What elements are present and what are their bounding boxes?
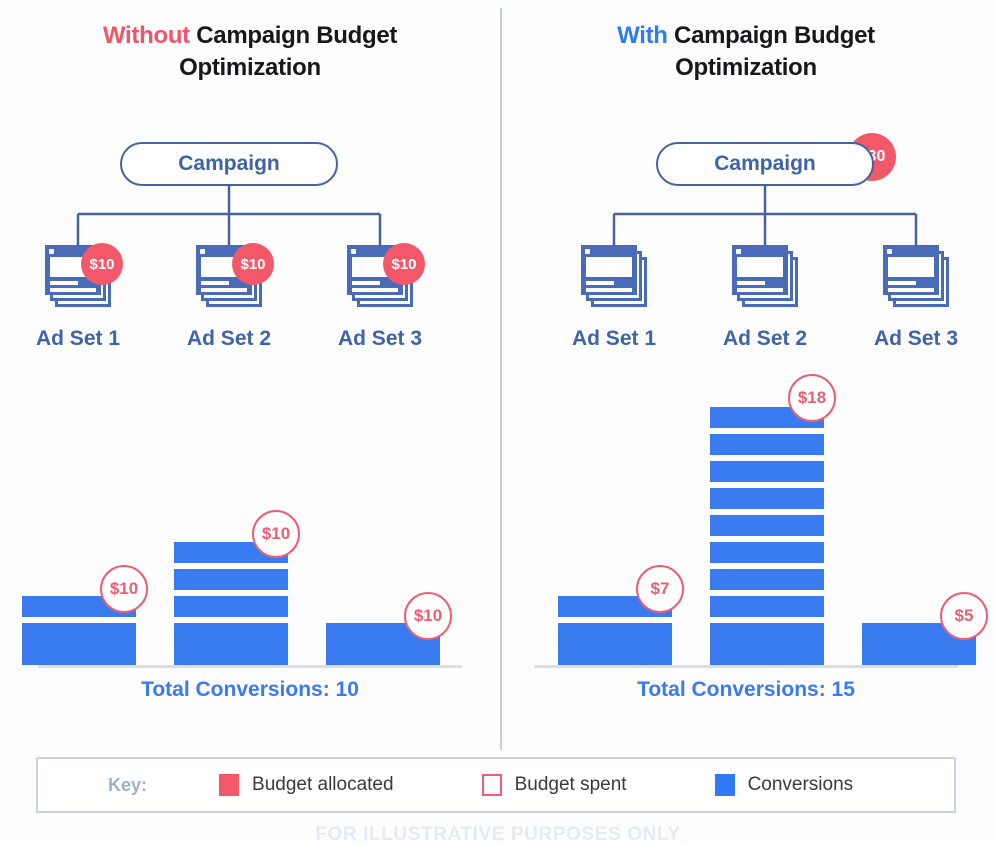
conversion-segment: [710, 569, 824, 590]
badge-value: $7: [650, 579, 670, 598]
legend-item-label: Budget allocated: [252, 774, 394, 795]
panel-with-cbo: With Campaign Budget Optimization $30 Ca…: [496, 0, 996, 750]
conversion-segment: [558, 623, 672, 644]
badge-value: $10: [89, 255, 115, 273]
budget-allocated-badge: $10: [232, 243, 274, 285]
badge-value: $18: [797, 388, 827, 407]
conversion-segment: [710, 623, 824, 644]
adset-node-3-with[interactable]: Ad Set 3: [856, 245, 976, 350]
adset-node-2-without[interactable]: $10 Ad Set 2: [169, 243, 289, 350]
ad-card-stack-icon: [732, 245, 798, 311]
legend-item-budget-allocated: Budget allocated: [219, 774, 394, 796]
legend-swatch-filled-blue-icon: [714, 774, 735, 796]
budget-spent-badge-3: $10: [404, 592, 452, 640]
panel-title-rest: Campaign Budget: [667, 22, 875, 49]
conversion-segment: [710, 488, 824, 509]
adset-label: Ad Set 1: [571, 327, 657, 350]
conversion-segment: [174, 623, 288, 644]
conversion-segment: [174, 596, 288, 617]
badge-value: $5: [954, 606, 974, 625]
badge-value: $10: [109, 579, 139, 598]
legend-swatch-outline-red-icon: [481, 774, 502, 796]
adset-node-1-without[interactable]: $10 Ad Set 1: [18, 243, 138, 350]
legend-swatch-filled-red-icon: [219, 774, 240, 796]
badge-value: $10: [261, 524, 291, 543]
total-conversions-without: Total Conversions: 10: [141, 678, 359, 701]
budget-spent-badge-2: $18: [788, 374, 836, 422]
adset-node-3-without[interactable]: $10 Ad Set 3: [320, 243, 440, 350]
legend-box: Key: Budget allocated Budget spent Conve…: [36, 757, 956, 813]
panel-title-rest: Campaign Budget: [189, 22, 398, 49]
tree-connectors-without: [76, 180, 382, 246]
conversion-segment: [326, 644, 440, 665]
conversions-chart-with: $7 $18 $5: [496, 374, 996, 668]
conversion-segment: [174, 644, 288, 665]
adset-label: Ad Set 3: [337, 327, 423, 350]
chart-baseline: [38, 665, 462, 668]
budget-spent-badge-1: $10: [100, 565, 148, 613]
adset-node-2-with[interactable]: Ad Set 2: [705, 245, 825, 350]
conversion-segment: [710, 434, 824, 455]
conversion-segment: [710, 461, 824, 482]
campaign-node-without[interactable]: Campaign: [120, 142, 338, 186]
ad-card-stack-icon: [883, 245, 949, 311]
legend-key-label: Key:: [108, 774, 148, 795]
campaign-label: Campaign: [714, 152, 816, 175]
footnote-disclaimer: FOR ILLUSTRATIVE PURPOSES ONLY: [315, 824, 681, 845]
legend-item-budget-spent: Budget spent: [481, 774, 627, 796]
bar-group-adset-2: [174, 536, 288, 665]
campaign-label: Campaign: [178, 152, 280, 175]
adset-label: Ad Set 3: [873, 327, 959, 350]
budget-spent-badge-3: $5: [940, 592, 988, 640]
conversion-segment: [22, 644, 136, 665]
ad-card-stack-icon: [581, 245, 647, 311]
conversions-chart-without: $10 $10 $10: [0, 378, 500, 668]
conversion-segment: [862, 644, 976, 665]
panel-title-with: With Campaign Budget Optimization: [496, 20, 996, 85]
tree-connectors-with: [612, 180, 918, 246]
badge-value: $10: [391, 255, 417, 273]
panel-title-line2: Optimization: [675, 54, 817, 82]
campaign-node-with[interactable]: Campaign: [656, 142, 874, 186]
budget-spent-badge-2: $10: [252, 510, 300, 558]
panel-title-accent: Without: [102, 22, 190, 49]
adset-label: Ad Set 1: [35, 327, 121, 350]
conversion-segment: [558, 644, 672, 665]
conversion-segment: [174, 569, 288, 590]
chart-baseline: [534, 665, 958, 668]
adset-node-1-with[interactable]: Ad Set 1: [554, 245, 674, 350]
adset-label: Ad Set 2: [722, 327, 808, 350]
budget-spent-badge-1: $7: [636, 565, 684, 613]
conversion-segment: [710, 542, 824, 563]
adset-label: Ad Set 2: [186, 327, 272, 350]
total-conversions-with: Total Conversions: 15: [637, 678, 855, 701]
legend-item-conversions: Conversions: [714, 774, 854, 796]
legend-item-label: Budget spent: [514, 774, 627, 795]
panel-divider: [500, 8, 502, 750]
badge-value: $10: [240, 255, 266, 273]
badge-value: $10: [413, 606, 443, 625]
legend-item-label: Conversions: [747, 774, 854, 795]
panel-title-without: Without Campaign Budget Optimization: [0, 20, 500, 85]
conversion-segment: [710, 596, 824, 617]
budget-allocated-badge: $10: [81, 243, 123, 285]
bar-group-adset-2: [710, 401, 824, 665]
conversion-segment: [710, 644, 824, 665]
panel-title-accent: With: [617, 22, 668, 49]
budget-allocated-badge: $10: [383, 243, 425, 285]
panel-title-line2: Optimization: [179, 54, 321, 82]
panel-without-cbo: Without Campaign Budget Optimization Cam…: [0, 0, 500, 750]
conversion-segment: [22, 623, 136, 644]
conversion-segment: [710, 515, 824, 536]
